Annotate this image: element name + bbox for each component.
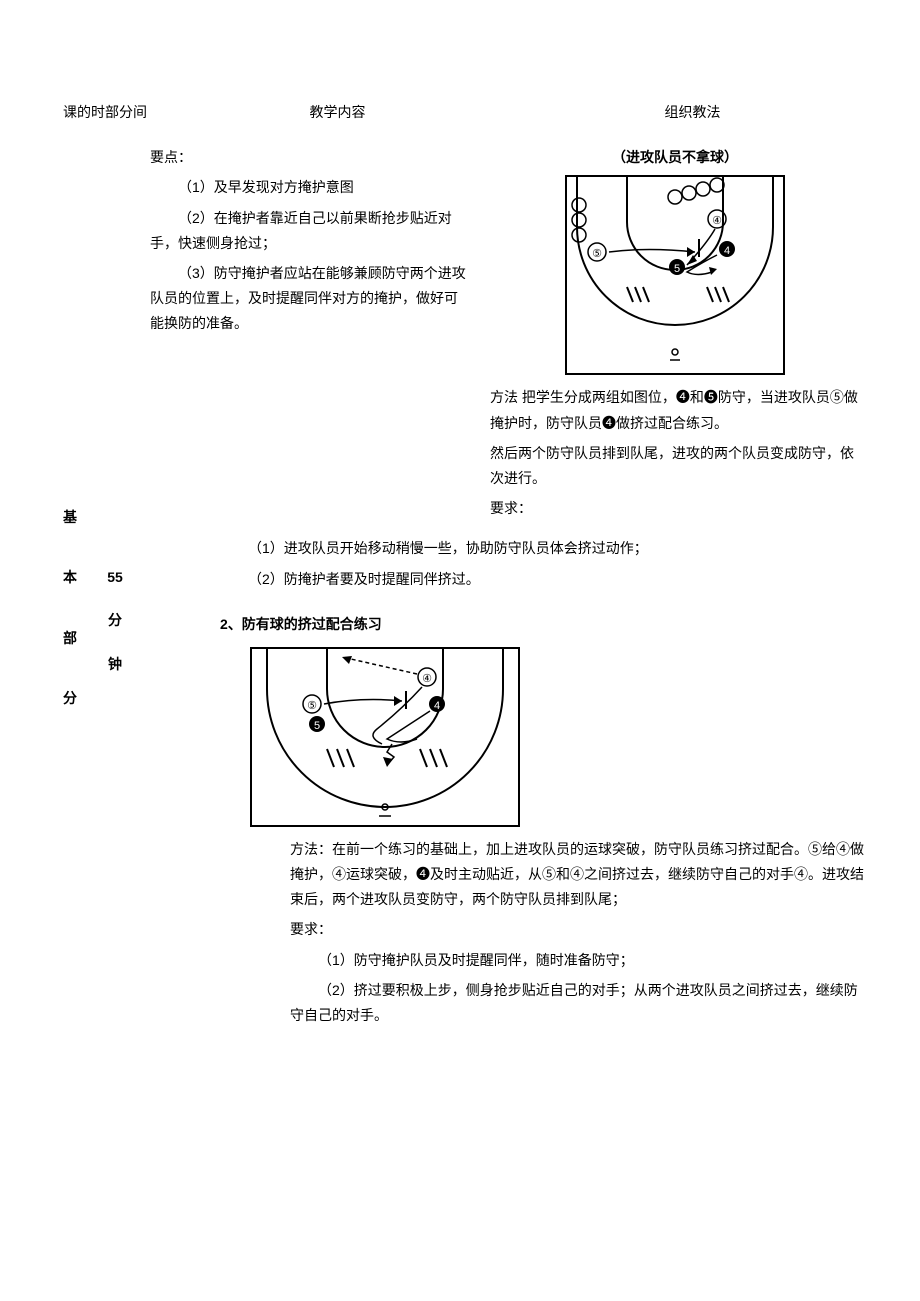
svg-text:⑤: ⑤ [307, 700, 317, 712]
section2-heading: 2、防有球的挤过配合练习 [220, 612, 870, 637]
court-diagram-2-svg: ④ 4 ⑤ 5 [252, 649, 518, 825]
header-section-time: 课的时部分间 [50, 100, 160, 125]
main-content-area: 要点： （1）及早发现对方掩护意图 （2）在掩护者靠近自己以前果断抢步贴近对手，… [140, 145, 870, 1033]
section2-method: 方法：在前一个练习的基础上，加上进攻队员的运球突破，防守队员练习挤过配合。⑤给④… [220, 837, 870, 1028]
time-unit-1: 分 [90, 608, 140, 633]
svg-text:⑤: ⑤ [592, 248, 602, 260]
section2-desc: 方法：在前一个练习的基础上，加上进攻队员的运球突破，防守队员练习挤过配合。⑤给④… [290, 837, 870, 913]
section-label: 基 本 部 分 [50, 145, 90, 1033]
svg-text:5: 5 [314, 720, 320, 732]
diagram-1: ④ 4 ⑤ 5 [565, 175, 785, 375]
diagram-2: ④ 4 ⑤ 5 [250, 647, 520, 827]
section-char-3: 部 [50, 626, 90, 651]
teaching-content-col: 要点： （1）及早发现对方掩护意图 （2）在掩护者靠近自己以前果断抢步贴近对手，… [140, 145, 480, 526]
time-unit-2: 钟 [90, 652, 140, 677]
point-3: （3）防守掩护者应站在能够兼顾防守两个进攻队员的位置上，及时提醒同伴对方的掩护，… [150, 261, 470, 337]
section2-req-label: 要求： [290, 917, 870, 942]
section2-req-2: （2）挤过要积极上步，侧身抢步贴近自己的对手；从两个进攻队员之间挤过去，继续防守… [290, 978, 870, 1028]
method1-req-2: （2）防掩护者要及时提醒同伴挤过。 [220, 567, 870, 592]
header-method: 组织教法 [515, 100, 870, 125]
svg-text:④: ④ [712, 215, 722, 227]
method1-req-label: 要求： [490, 496, 860, 521]
svg-text:4: 4 [434, 700, 440, 712]
section-2: 2、防有球的挤过配合练习 ④ [140, 612, 870, 1029]
section2-req-1: （1）防守掩护队员及时提醒同伴，随时准备防守； [290, 948, 870, 973]
svg-text:④: ④ [422, 673, 432, 685]
point-1: （1）及早发现对方掩护意图 [150, 175, 470, 200]
section-char-1: 基 [50, 505, 90, 530]
time-label: 55 分 钟 [90, 145, 140, 1033]
svg-text:4: 4 [724, 245, 730, 257]
method1-req-1: （1）进攻队员开始移动稍慢一些，协助防守队员体会挤过动作； [220, 536, 870, 561]
header-content: 教学内容 [160, 100, 515, 125]
method1-desc-2: 然后两个防守队员排到队尾，进攻的两个队员变成防守，依次进行。 [490, 441, 860, 491]
method1-desc-1: 方法 把学生分成两组如图位，❹和❺防守，当进攻队员⑤做掩护时，防守队员❹做挤过配… [490, 385, 860, 435]
section-char-2: 本 [50, 565, 90, 590]
court-diagram-1-svg: ④ 4 ⑤ 5 [567, 177, 783, 373]
table-header: 课的时部分间 教学内容 组织教法 [50, 100, 870, 125]
time-value: 55 [90, 565, 140, 590]
method1-requirements: （1）进攻队员开始移动稍慢一些，协助防守队员体会挤过动作； （2）防掩护者要及时… [220, 536, 870, 591]
svg-text:5: 5 [674, 263, 680, 275]
section-char-4: 分 [50, 686, 90, 711]
point-2: （2）在掩护者靠近自己以前果断抢步贴近对手，快速侧身抢过； [150, 206, 470, 256]
diagram1-title: （进攻队员不拿球） [490, 145, 860, 170]
table-body-row: 基 本 部 分 55 分 钟 要点： （1）及早发现对方掩护意图 （2）在掩护者… [50, 145, 870, 1033]
method-col-1: （进攻队员不拿球） [480, 145, 870, 526]
points-label: 要点： [150, 145, 470, 170]
